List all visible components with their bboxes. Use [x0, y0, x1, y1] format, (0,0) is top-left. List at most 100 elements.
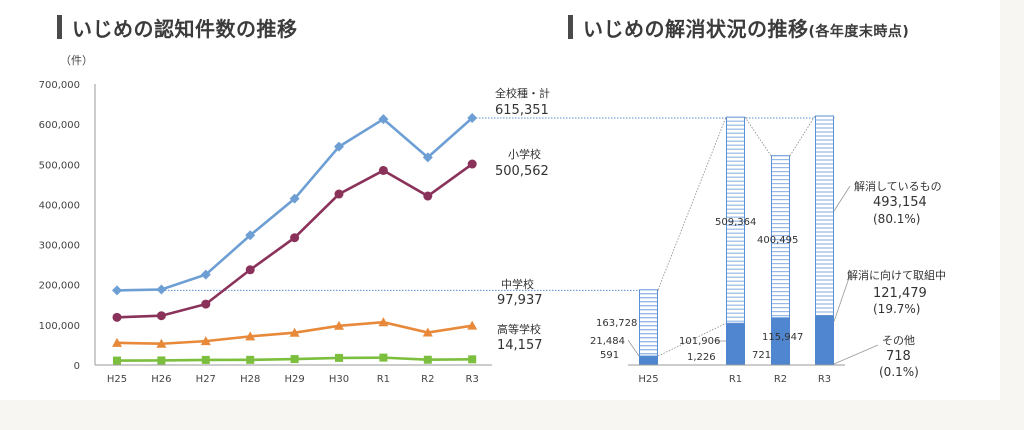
left-title-marker — [57, 15, 62, 39]
resolved-annotation-pct: (80.1%) — [873, 212, 920, 226]
bar-segment-ongoing — [815, 315, 834, 365]
diamond-marker — [245, 230, 256, 241]
bar-top-connector — [657, 117, 727, 290]
diamond-marker — [467, 112, 478, 123]
circle-marker — [378, 165, 388, 175]
h25-resolved-label: 163,728 — [596, 318, 637, 329]
right-chart-title-sub: (各年度末時点) — [808, 24, 910, 40]
square-marker — [201, 355, 210, 364]
square-marker — [468, 355, 477, 364]
other-annotation-pct: (0.1%) — [879, 365, 919, 379]
junior-high-series-label: 中学校 — [501, 277, 534, 291]
y-tick-label: 0 — [74, 361, 80, 372]
left-chart-lines — [112, 112, 478, 365]
diamond-marker — [422, 152, 433, 163]
right-chart-bars — [627, 115, 879, 365]
junior-high-series-value: 97,937 — [497, 293, 543, 308]
left-chart-title: いじめの認知件数の推移 — [72, 17, 298, 41]
circle-marker — [423, 191, 433, 201]
h25-ongoing-label: 21,484 — [590, 336, 625, 347]
triangle-marker — [422, 327, 433, 337]
r2-resolved-label: 400,495 — [757, 235, 798, 246]
circle-marker — [112, 312, 122, 322]
bar-top-connector — [789, 115, 816, 156]
ongoing-annotation-value: 121,479 — [873, 286, 927, 301]
square-marker — [335, 353, 343, 362]
bar-segment-ongoing — [726, 323, 745, 365]
x-tick-label: R1 — [377, 374, 390, 385]
r1-other-label: 1,226 — [687, 352, 716, 363]
triangle-marker — [112, 337, 122, 347]
r1-resolved-label: 509,364 — [715, 217, 756, 228]
charts-canvas: （件） 0 100,000 200,000 300,000 400,000 500,000… — [39, 54, 946, 385]
high-series-label: 高等学校 — [497, 322, 541, 336]
bar-segment-resolved — [726, 116, 745, 324]
bar-category-label: R2 — [774, 374, 787, 385]
x-tick-label: H28 — [240, 374, 260, 385]
square-marker — [113, 356, 121, 365]
h25-label-leader — [627, 339, 640, 357]
y-tick-label: 100,000 — [39, 321, 80, 332]
diamond-marker — [200, 269, 211, 280]
high-series-value: 14,157 — [497, 338, 543, 353]
diamond-marker — [378, 114, 389, 125]
x-tick-label: H26 — [151, 374, 171, 385]
x-tick-label: H30 — [329, 374, 349, 385]
bar-top-connector — [744, 116, 772, 156]
bar-segment-ongoing — [771, 317, 790, 365]
resolved-annotation-name: 解消しているもの — [854, 179, 942, 193]
circle-marker — [334, 189, 344, 199]
diamond-marker — [334, 141, 344, 152]
r2-other-label: 721 — [752, 350, 771, 361]
square-marker — [290, 355, 299, 364]
ongoing-leader-line — [833, 274, 851, 322]
left-chart-axes: 0 100,000 200,000 300,000 400,000 500,000 600,… — [39, 80, 836, 385]
y-tick-label: 400,000 — [39, 200, 80, 211]
x-tick-label: H25 — [107, 374, 127, 385]
right-chart-title: いじめの解消状況の推移(各年度末時点) — [583, 13, 909, 42]
diamond-marker — [156, 284, 167, 295]
circle-marker — [245, 265, 255, 275]
other-annotation-name: その他 — [882, 334, 915, 347]
bar-segment-ongoing — [639, 356, 658, 365]
y-tick-label: 600,000 — [39, 120, 80, 131]
square-marker — [423, 355, 432, 364]
y-tick-label: 200,000 — [39, 281, 80, 292]
bar-segment-resolved — [639, 289, 658, 357]
h25-other-label: 591 — [600, 350, 619, 361]
circle-marker — [290, 233, 300, 243]
other-annotation-value: 718 — [886, 349, 911, 364]
square-marker — [157, 356, 166, 365]
triangle-marker — [378, 317, 389, 327]
ongoing-annotation-pct: (19.7%) — [873, 302, 920, 316]
elementary-series-label: 小学校 — [508, 147, 541, 161]
other-leader-line — [833, 344, 879, 365]
triangle-marker — [289, 327, 300, 337]
ongoing-annotation-name: 解消に向けて取組中 — [847, 268, 946, 282]
triangle-marker — [200, 336, 211, 346]
circle-marker — [201, 299, 211, 309]
square-marker — [379, 353, 388, 362]
bar-category-label: H25 — [638, 374, 658, 385]
square-marker — [246, 355, 255, 364]
elementary-series-value: 500,562 — [495, 164, 549, 179]
series-line-0 — [116, 117, 474, 292]
triangle-marker — [156, 338, 167, 348]
r1-ongoing-label: 101,906 — [679, 336, 720, 347]
total-series-value: 615,351 — [495, 103, 549, 118]
triangle-marker — [245, 331, 256, 341]
y-tick-label: 300,000 — [39, 241, 80, 252]
bar-category-label: R1 — [729, 374, 742, 385]
x-tick-label: H29 — [284, 374, 304, 385]
bar-category-label: R3 — [818, 374, 831, 385]
y-tick-label: 500,000 — [39, 160, 80, 171]
x-tick-label: R3 — [466, 374, 479, 385]
y-axis-unit: （件） — [60, 54, 93, 67]
right-chart-title-main: いじめの解消状況の推移 — [583, 17, 809, 41]
resolved-leader-line — [833, 185, 851, 212]
total-series-label: 全校種・計 — [495, 86, 550, 100]
triangle-marker — [334, 320, 344, 330]
r2-ongoing-label: 115,947 — [762, 332, 803, 343]
right-chart-x-axis: H25 R1 R2 R3 — [628, 364, 845, 385]
x-tick-label: R2 — [421, 374, 434, 385]
